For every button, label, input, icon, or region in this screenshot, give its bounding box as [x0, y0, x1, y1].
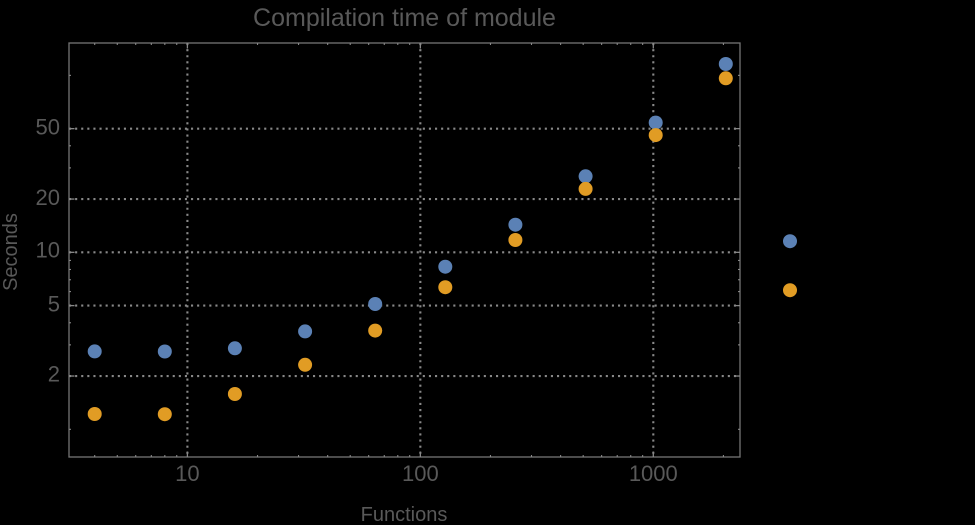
svg-text:Compilation time of module: Compilation time of module	[253, 4, 556, 32]
svg-text:50: 50	[36, 115, 60, 140]
svg-text:Functions: Functions	[361, 504, 448, 525]
svg-text:Seconds: Seconds	[0, 213, 22, 291]
svg-text:10: 10	[36, 238, 60, 263]
svg-text:2: 2	[48, 362, 60, 387]
svg-text:100: 100	[402, 461, 439, 486]
svg-text:1000: 1000	[629, 461, 678, 486]
svg-text:10: 10	[175, 461, 199, 486]
svg-text:5: 5	[48, 292, 60, 317]
svg-text:20: 20	[36, 185, 60, 210]
